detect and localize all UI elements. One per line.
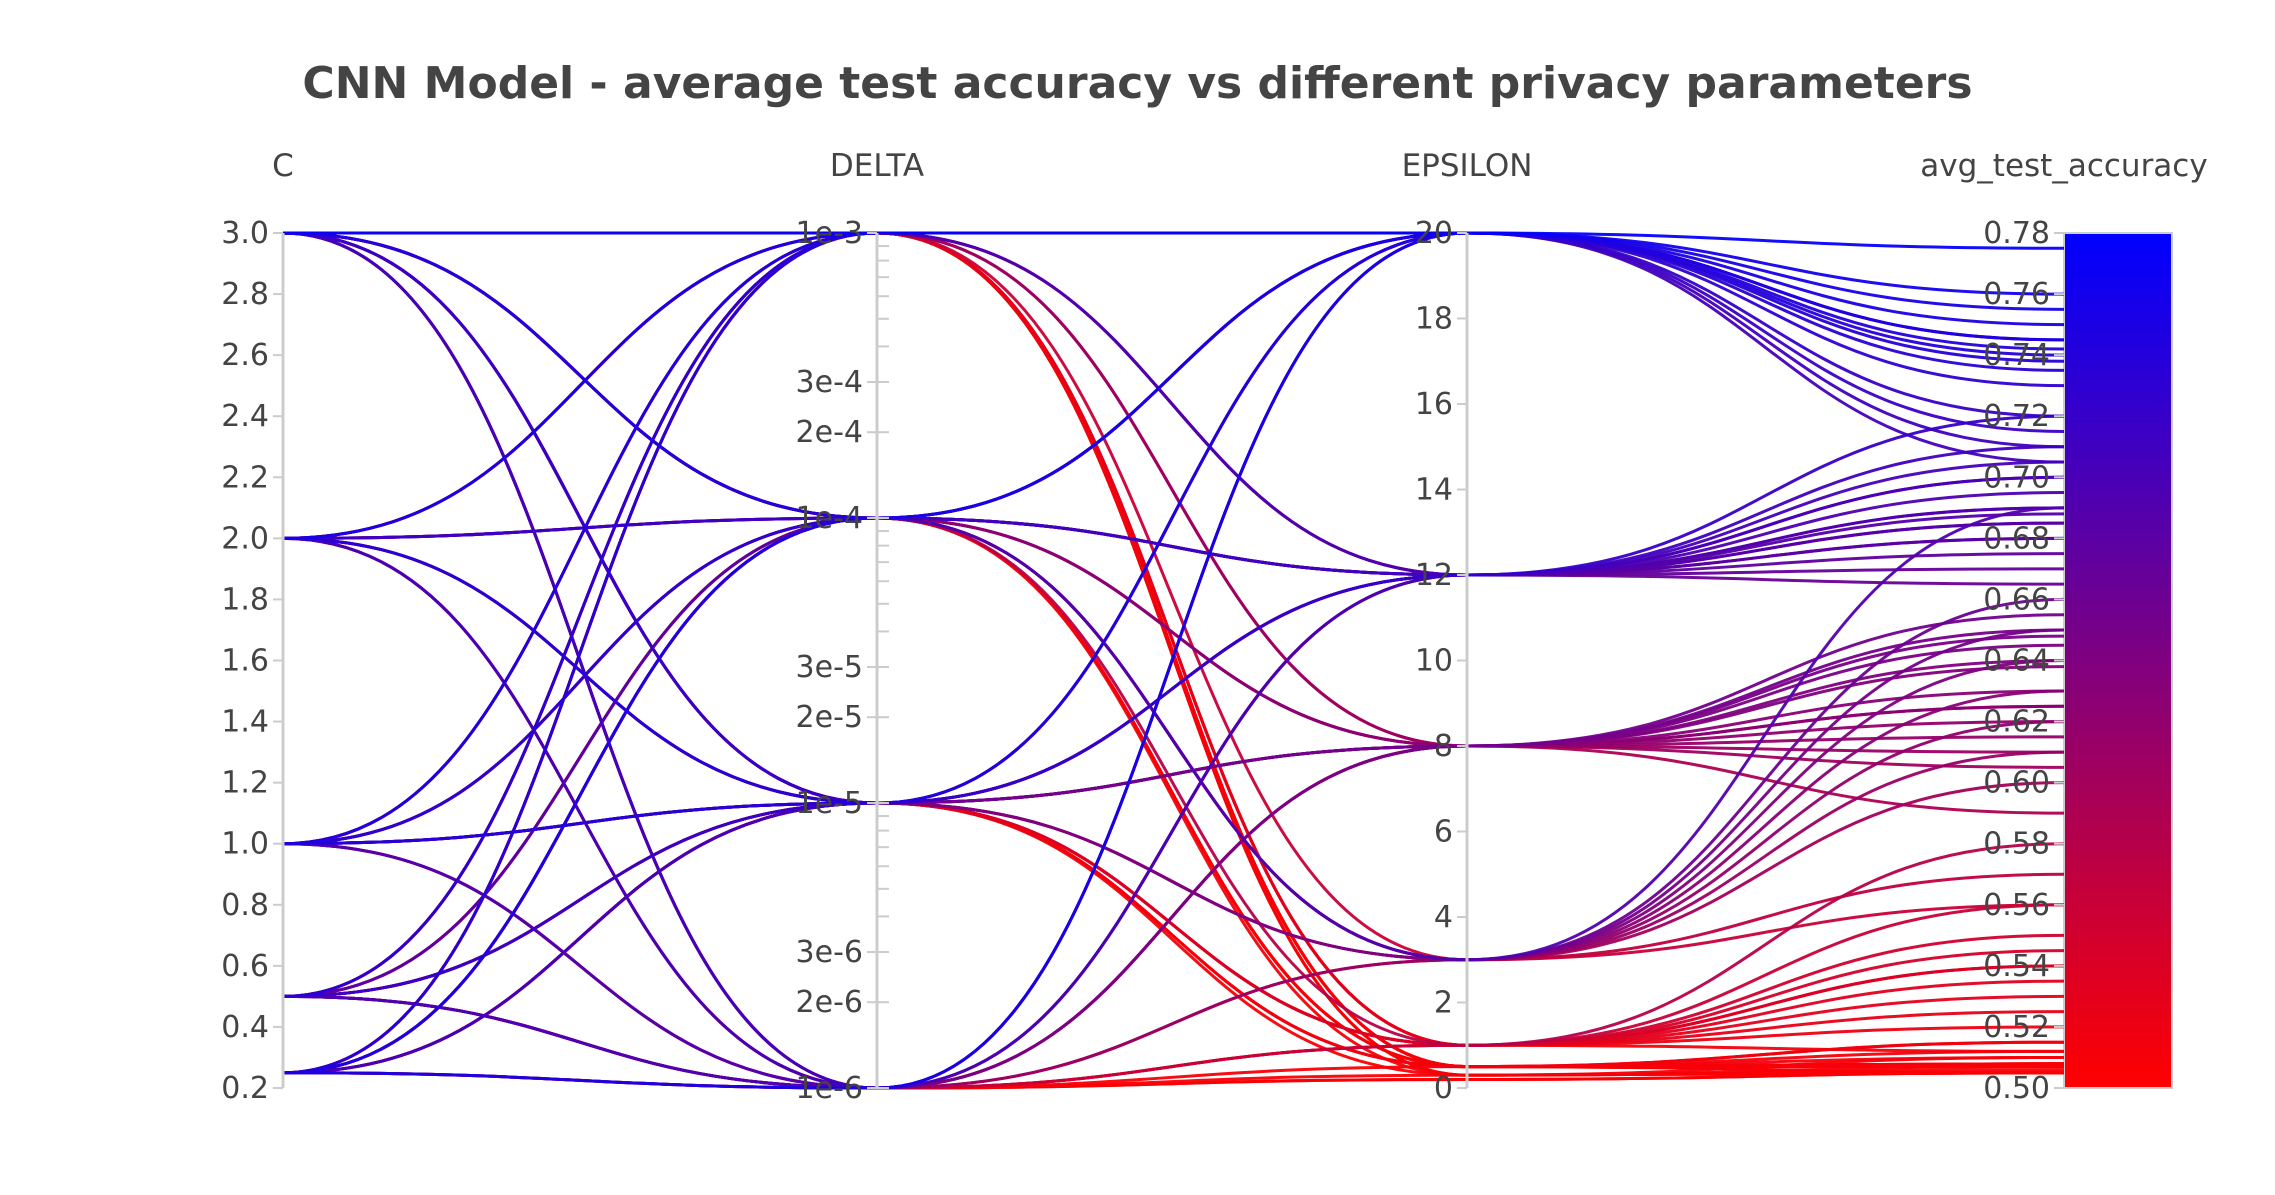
tick-label: 1.0 [221,827,269,862]
tick-label: 10 [1415,644,1453,679]
tick-label: 3e-4 [796,365,863,400]
run-line [282,536,2065,1047]
axis-title: avg_test_accuracy [1920,148,2207,184]
tick-label: 0.68 [1983,521,2050,556]
tick-label: 0.72 [1983,399,2050,434]
tick-label: 3e-6 [796,935,863,970]
tick-label: 0.6 [221,949,269,984]
tick-label: 0.62 [1983,705,2050,740]
tick-label: 0.76 [1983,277,2050,312]
tick-label: 1.2 [221,766,269,801]
tick-label: 2e-4 [796,415,863,450]
run-line [282,414,2065,998]
run-line [282,231,2065,1075]
tick-label: 4 [1434,900,1453,935]
tick-label: 1.8 [221,582,269,617]
tick-label: 0.74 [1983,338,2050,373]
tick-label: 1e-6 [796,1071,863,1106]
tick-label: 8 [1434,729,1453,764]
tick-label: 1.6 [221,644,269,679]
tick-label: 0.2 [221,1071,269,1106]
tick-label: 0.4 [221,1010,269,1045]
axis-delta: DELTA 1e-6 2e-6 3e-6 1e-5 2e-5 3e-5 1e-4 2e-4 3e-… [796,148,925,1106]
tick-label: 0.58 [1983,827,2050,862]
tick-label: 14 [1415,473,1453,508]
axis-avg-test-accuracy: avg_test_accuracy 0.50 0.52 0.54 0.56 0.58 0.6… [1920,148,2207,1106]
run-line [282,491,2065,1090]
axis-title: DELTA [830,148,924,184]
tick-label: 1.4 [221,705,269,740]
tick-label: 18 [1415,302,1453,337]
run-line [282,801,2065,1069]
axis-title: EPSILON [1402,148,1533,184]
tick-label: 2e-6 [796,985,863,1020]
run-line [282,704,2065,1090]
tick-label: 0.56 [1983,888,2050,923]
tick-label: 0.70 [1983,460,2050,495]
tick-label: 2.2 [221,460,269,495]
tick-label: 2 [1434,986,1453,1021]
run-line [282,231,2065,846]
tick-label: 12 [1415,558,1453,593]
tick-label: 1e-5 [796,786,863,821]
colorbar [2063,232,2173,1089]
chart-title: CNN Model - average test accuracy vs dif… [302,58,1973,109]
run-line [283,231,2065,250]
axes: C 0.2 0.4 0.6 0.8 1.0 1.2 1.4 1.6 1.8 2.0 2.2 2.4 2.6… [221,148,2207,1106]
tick-label: 0 [1434,1071,1453,1106]
tick-label: 0.78 [1983,216,2050,251]
tick-label: 0.50 [1983,1071,2050,1106]
tick-label: 1e-3 [796,216,863,251]
tick-label: 0.8 [221,888,269,923]
colorbar-rect [2063,232,2173,1089]
tick-label: 2.8 [221,277,269,312]
tick-label: 20 [1415,216,1453,251]
axis-c: C 0.2 0.4 0.6 0.8 1.0 1.2 1.4 1.6 1.8 2.0 2.2 2.4 2.6… [221,148,294,1106]
tick-label: 1e-4 [796,501,863,536]
tick-label: 2.0 [221,521,269,556]
axis-title: C [272,148,294,184]
tick-label: 0.64 [1983,644,2050,679]
run-line [282,613,2065,846]
tick-label: 2e-5 [796,700,863,735]
tick-label: 0.54 [1983,949,2050,984]
tick-label: 3e-5 [796,650,863,685]
tick-label: 3.0 [221,216,269,251]
tick-label: 0.60 [1983,766,2050,801]
tick-label: 2.4 [221,399,269,434]
run-line [282,665,2065,1075]
tick-label: 16 [1415,387,1453,422]
tick-label: 0.52 [1983,1010,2050,1045]
tick-label: 2.6 [221,338,269,373]
tick-label: 0.66 [1983,582,2050,617]
axis-epsilon: EPSILON 0 2 4 6 8 10 12 14 16 18 20 [1402,148,1533,1106]
tick-label: 6 [1434,815,1453,850]
run-line [282,231,2065,1090]
data-lines [282,231,2065,1090]
